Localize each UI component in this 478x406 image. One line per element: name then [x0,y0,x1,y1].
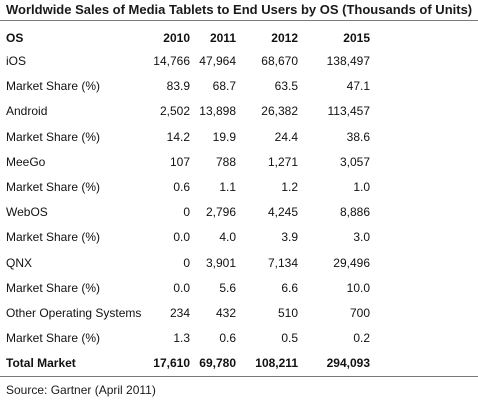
sales-table: OS 2010 2011 2012 2015 iOS 14,766 47,964… [0,27,370,377]
cell-2012: 1,271 [267,154,298,169]
cell-2012: 3.9 [281,230,298,245]
header-2010: 2010 [163,31,190,45]
cell-2010: 0.0 [173,280,190,295]
table-row: Market Share (%) 0.0 4.0 3.9 3.0 [0,225,370,250]
cell-2010: 0 [183,255,190,270]
cell-2012: 68,670 [261,54,298,68]
table-row: Market Share (%) 0.0 5.6 6.6 10.0 [0,276,370,301]
cell-2011: 3,901 [205,255,236,270]
table-row: Android 2,502 13,898 26,382 113,457 [0,99,370,124]
row-label: Market Share (%) [6,79,101,94]
table-row: MeeGo 107 788 1,271 3,057 [0,150,370,175]
table-row: Market Share (%) 14.2 19.9 24.4 38.6 [0,125,370,150]
total-label: Total Market [6,356,76,371]
total-2010: 17,610 [153,356,190,371]
cell-2012: 26,382 [261,104,298,119]
cell-2010: 2,502 [159,104,190,119]
source-divider [0,376,478,377]
cell-2015: 38.6 [346,129,370,144]
cell-2011: 13,898 [199,104,236,119]
row-label: Other Operating Systems [6,306,142,321]
cell-2011: 5.6 [219,280,236,295]
row-label: QNX [6,255,33,270]
cell-2011: 0.6 [219,331,236,346]
cell-2010: 14,766 [153,54,190,68]
cell-2011: 432 [215,306,236,321]
table-row: Market Share (%) 1.3 0.6 0.5 0.2 [0,326,370,351]
cell-2015: 138,497 [326,54,370,68]
cell-2015: 10.0 [346,280,370,295]
total-2015: 294,093 [326,356,370,371]
header-2015: 2015 [343,31,370,45]
row-label: Market Share (%) [6,129,101,144]
cell-2012: 6.6 [281,280,298,295]
table-row: Other Operating Systems 234 432 510 700 [0,301,370,326]
table-row: WebOS 0 2,796 4,245 8,886 [0,200,370,225]
cell-2010: 83.9 [166,79,190,94]
cell-2015: 8,886 [339,205,370,220]
row-label: Market Share (%) [6,230,101,245]
cell-2015: 1.0 [353,180,370,195]
cell-2011: 4.0 [219,230,236,245]
cell-2015: 3.0 [353,230,370,245]
header-os: OS [6,31,24,45]
cell-2015: 47.1 [346,79,370,94]
row-label: Market Share (%) [6,180,101,195]
cell-2011: 2,796 [205,205,236,220]
cell-2015: 113,457 [327,104,371,119]
cell-2011: 68.7 [212,79,236,94]
row-label: Market Share (%) [6,331,101,346]
cell-2011: 47,964 [199,54,236,68]
cell-2011: 788 [215,154,236,169]
cell-2011: 19.9 [212,129,236,144]
table-row: iOS 14,766 47,964 68,670 138,497 [0,49,370,74]
cell-2012: 1.2 [281,180,298,195]
row-label: iOS [6,54,27,68]
cell-2012: 24.4 [274,129,298,144]
table-title: Worldwide Sales of Media Tablets to End … [6,2,473,17]
cell-2015: 700 [349,306,370,321]
cell-2011: 1.1 [219,180,236,195]
cell-2010: 0.6 [173,180,190,195]
cell-2010: 14.2 [166,129,190,144]
cell-2015: 3,057 [339,154,370,169]
total-row: Total Market 17,610 69,780 108,211 294,0… [0,351,370,376]
cell-2015: 0.2 [353,331,370,346]
row-label: Market Share (%) [6,280,101,295]
cell-2012: 510 [277,306,298,321]
row-label: Android [6,104,48,119]
table-row: QNX 0 3,901 7,134 29,496 [0,251,370,276]
header-row: OS 2010 2011 2012 2015 [0,27,370,49]
table-row: Market Share (%) 0.6 1.1 1.2 1.0 [0,175,370,200]
row-label: MeeGo [6,154,46,169]
cell-2012: 4,245 [267,205,298,220]
source-note: Source: Gartner (April 2011) [6,383,156,397]
cell-2010: 1.3 [173,331,190,346]
header-2011: 2011 [209,31,236,45]
cell-2010: 234 [169,306,190,321]
cell-2010: 107 [169,154,190,169]
cell-2012: 0.5 [281,331,298,346]
cell-2010: 0.0 [173,230,190,245]
cell-2012: 7,134 [267,255,298,270]
row-label: WebOS [6,205,48,220]
header-2012: 2012 [271,31,298,45]
title-divider [0,20,478,21]
total-2012: 108,211 [255,356,298,371]
cell-2015: 29,496 [333,255,370,270]
table-row: Market Share (%) 83.9 68.7 63.5 47.1 [0,74,370,99]
cell-2010: 0 [183,205,190,220]
cell-2012: 63.5 [274,79,298,94]
total-2011: 69,780 [199,356,236,371]
